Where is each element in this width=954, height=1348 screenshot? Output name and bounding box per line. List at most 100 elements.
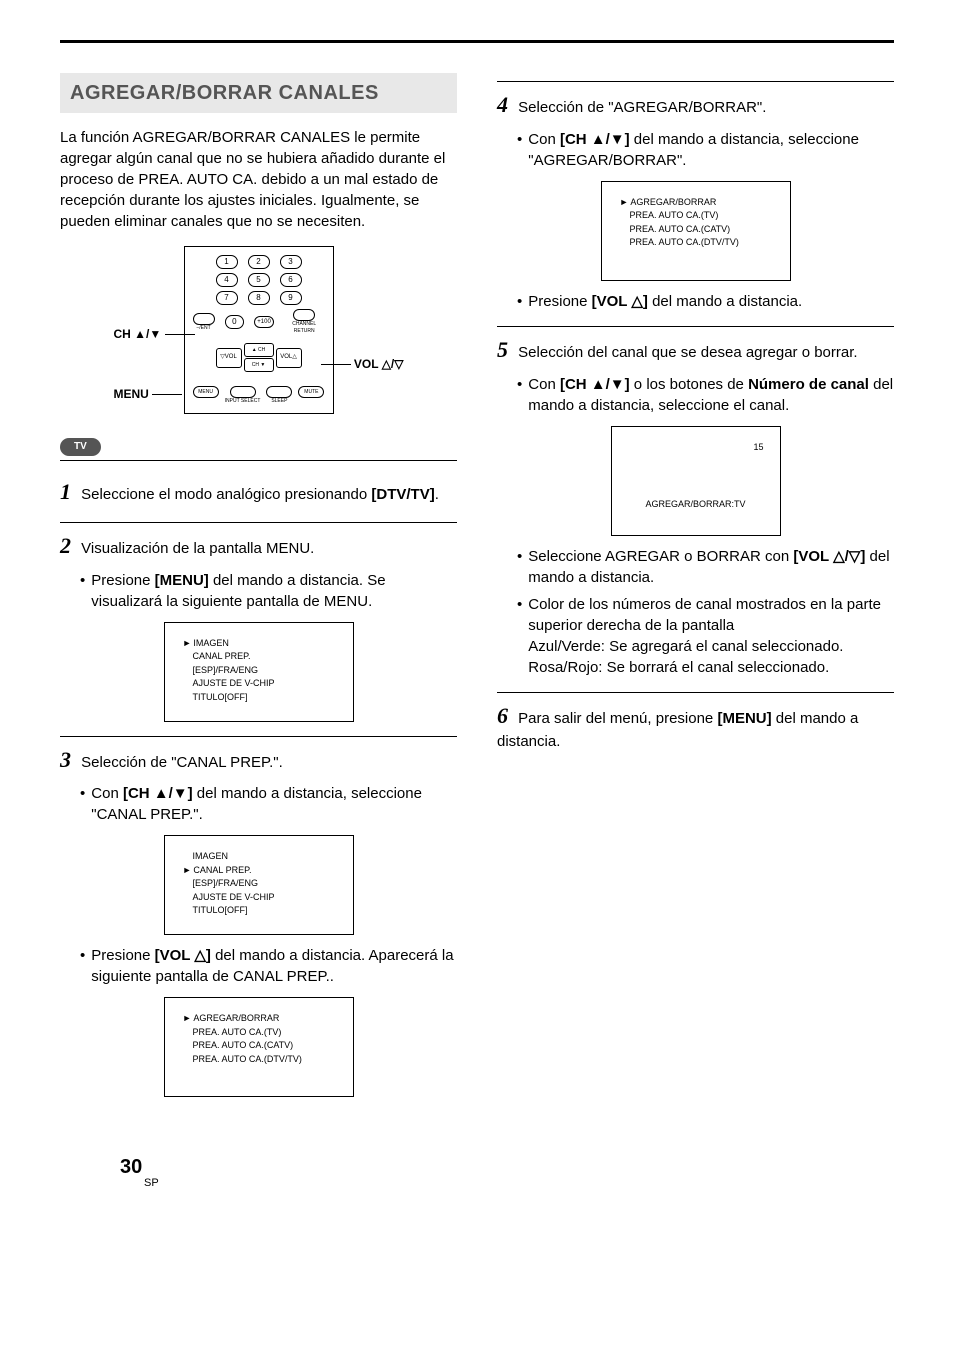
b-part0: Con [528, 131, 560, 148]
b-bold2: Número de canal [748, 376, 869, 393]
page-footer: 30 SP [60, 1141, 894, 1201]
callout-menu: MENU [114, 386, 183, 403]
bullet-dot: • [517, 546, 522, 588]
step-4-bullets: • Con [CH ▲/▼] del mando a distancia, se… [517, 129, 894, 171]
menu-item: PREA. AUTO CA.(TV) [183, 1026, 335, 1040]
tv-badge: TV [60, 438, 101, 456]
ent-btn [193, 313, 215, 325]
mute-btn: MUTE [298, 386, 324, 398]
callout-menu-text: MENU [114, 387, 149, 401]
b-bold: [MENU] [155, 572, 209, 589]
bullet-text: Con [CH ▲/▼] del mando a distancia, sele… [528, 129, 894, 171]
step-5-text: Selección del canal que se desea agregar… [518, 344, 857, 361]
menu-item-text: CANAL PREP. [193, 865, 251, 875]
step-5-bullets: • Con [CH ▲/▼] o los botones de Número d… [517, 374, 894, 416]
step-num-4: 4 [497, 92, 508, 117]
step-num-6: 6 [497, 703, 508, 728]
bullet-item: • Color de los números de canal mostrado… [517, 594, 894, 678]
step-4-text: Selección de "AGREGAR/BORRAR". [518, 99, 766, 116]
bullet-item: • Seleccione AGREGAR o BORRAR con [VOL △… [517, 546, 894, 588]
callout-ch: CH ▲/▼ [114, 326, 195, 343]
ch-up-btn: ▲ CH [244, 343, 274, 357]
s6-bold: [MENU] [717, 710, 771, 727]
step-3-bullets: • Con [CH ▲/▼] del mando a distancia, se… [80, 783, 457, 825]
menu-screen-1: ►IMAGEN CANAL PREP. [ESP]/FRA/ENG AJUSTE… [164, 622, 354, 722]
step-rule [60, 522, 457, 523]
ab5-0-b: [VOL △/▽] [793, 548, 865, 565]
menu-item: ►AGREGAR/BORRAR [620, 196, 772, 210]
menu-item: CANAL PREP. [183, 650, 335, 664]
ab-bold: [VOL △] [155, 947, 211, 964]
plus100-btn: +100 [254, 316, 274, 328]
right-column: 4 Selección de "AGREGAR/BORRAR". • Con [… [497, 73, 894, 1111]
page-lang: SP [144, 1176, 159, 1191]
bullet-text: Con [CH ▲/▼] del mando a distancia, sele… [91, 783, 457, 825]
step-3-text: Selección de "CANAL PREP.". [81, 754, 283, 771]
channel-display: 15 AGREGAR/BORRAR:TV [611, 426, 781, 536]
input-select-label: INPUT SELECT [225, 398, 261, 405]
ab5-0-p0: Seleccione AGREGAR o BORRAR con [528, 548, 793, 565]
bullet-dot: • [80, 945, 85, 987]
b-part0: Presione [91, 572, 154, 589]
step-2: 2 Visualización de la pantalla MENU. • P… [60, 531, 457, 722]
ent-label: −/ENT [196, 325, 210, 332]
num-btn-9: 9 [280, 291, 302, 305]
callout-vol-text: VOL △/▽ [354, 357, 404, 371]
tv-separator [60, 460, 457, 461]
ab5-2: Azul/Verde: Se agregará el canal selecci… [528, 638, 843, 655]
bullet-item: • Presione [MENU] del mando a distancia.… [80, 570, 457, 612]
menu-screen-4: ►AGREGAR/BORRAR PREA. AUTO CA.(TV) PREA.… [601, 181, 791, 281]
channel-label: AGREGAR/BORRAR:TV [612, 498, 780, 511]
menu-item: PREA. AUTO CA.(CATV) [183, 1039, 335, 1053]
step-2-bullets: • Presione [MENU] del mando a distancia.… [80, 570, 457, 612]
menu-item-text: AGREGAR/BORRAR [630, 197, 716, 207]
ab5-3: Rosa/Rojo: Se borrará el canal seleccion… [528, 659, 829, 676]
step-6-text: Para salir del menú, presione [MENU] del… [497, 710, 858, 751]
menu-item: PREA. AUTO CA.(DTV/TV) [620, 236, 772, 250]
menu-item: [ESP]/FRA/ENG [183, 664, 335, 678]
menu-btn: MENU [193, 386, 219, 398]
menu-item: PREA. AUTO CA.(CATV) [620, 223, 772, 237]
bullet-item: • Con [CH ▲/▼] o los botones de Número d… [517, 374, 894, 416]
ab-part0: Presione [528, 293, 591, 310]
bullet-dot: • [80, 570, 85, 612]
sleep-btn [266, 386, 292, 398]
menu-arrow-icon: ► [183, 1013, 192, 1023]
bullet-dot: • [517, 374, 522, 416]
step-1-bold: [DTV/TV] [371, 486, 434, 503]
num-btn-5: 5 [248, 273, 270, 287]
num-btn-7: 7 [216, 291, 238, 305]
step-1: 1 Seleccione el modo analógico presionan… [60, 477, 457, 508]
page-number: 30 [120, 1153, 142, 1181]
ab-bold: [VOL △] [592, 293, 648, 310]
dpad: ▽VOL ▲ CH CH ▼ VOL△ [216, 343, 302, 372]
lead-line [152, 394, 182, 395]
step-3: 3 Selección de "CANAL PREP.". • Con [CH … [60, 745, 457, 1098]
menu-screen-3: ►AGREGAR/BORRAR PREA. AUTO CA.(TV) PREA.… [164, 997, 354, 1097]
num-btn-0: 0 [225, 315, 245, 329]
bullet-text: Seleccione AGREGAR o BORRAR con [VOL △/▽… [528, 546, 894, 588]
menu-item: PREA. AUTO CA.(DTV/TV) [183, 1053, 335, 1067]
bullet-text: Color de los números de canal mostrados … [528, 594, 894, 678]
remote-diagram: CH ▲/▼ MENU VOL △/▽ 1 2 3 [60, 246, 457, 414]
step-3-after-bullets: • Presione [VOL △] del mando a distancia… [80, 945, 457, 987]
menu-item-text: IMAGEN [193, 638, 229, 648]
step-2-text: Visualización de la pantalla MENU. [81, 540, 314, 557]
b-bold: [CH ▲/▼] [123, 785, 193, 802]
bullet-text: Presione [VOL △] del mando a distancia. … [91, 945, 457, 987]
b-bold: [CH ▲/▼] [560, 131, 630, 148]
vol-up-btn: VOL△ [276, 348, 302, 368]
vol-down-btn: ▽VOL [216, 348, 242, 368]
menu-item: AJUSTE DE V-CHIP [183, 677, 335, 691]
bullet-text: Presione [MENU] del mando a distancia. S… [91, 570, 457, 612]
top-rule [60, 40, 894, 43]
bullet-dot: • [80, 783, 85, 825]
step-1-text: Seleccione el modo analógico presionando… [81, 486, 439, 503]
ab5-1: Color de los números de canal mostrados … [528, 596, 881, 634]
step-5-after-bullets: • Seleccione AGREGAR o BORRAR con [VOL △… [517, 546, 894, 678]
bullet-item: • Con [CH ▲/▼] del mando a distancia, se… [80, 783, 457, 825]
menu-item: TITULO[OFF] [183, 691, 335, 705]
bullet-text: Con [CH ▲/▼] o los botones de Número de … [528, 374, 894, 416]
num-btn-8: 8 [248, 291, 270, 305]
b-bold1: [CH ▲/▼] [560, 376, 630, 393]
